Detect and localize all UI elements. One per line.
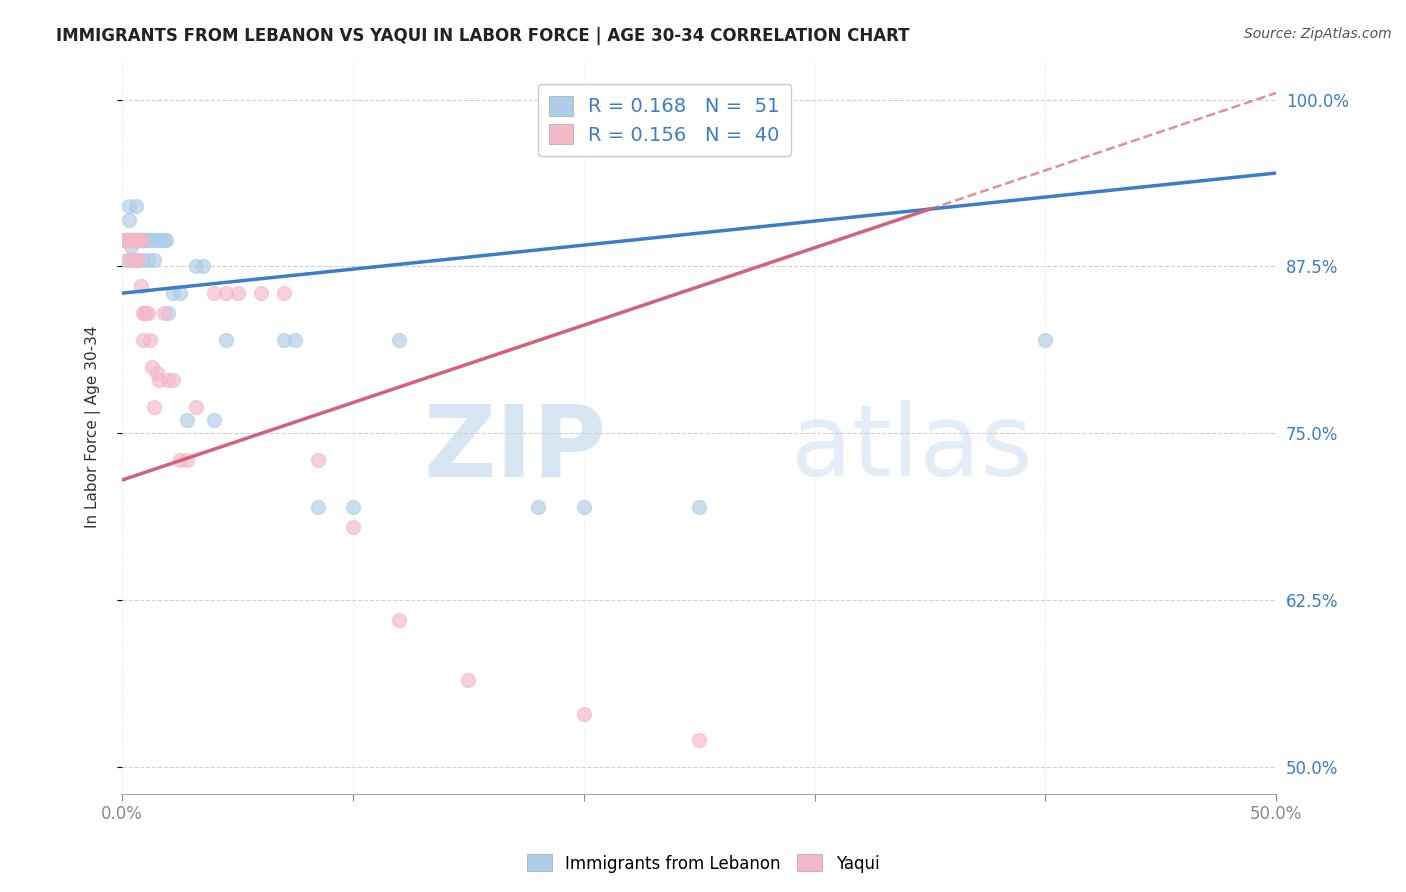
Point xyxy=(157,306,180,320)
Point xyxy=(526,500,548,514)
Point xyxy=(127,252,149,267)
Point xyxy=(388,333,411,347)
Point xyxy=(169,286,191,301)
Point xyxy=(150,233,173,247)
Point xyxy=(118,233,141,247)
Point xyxy=(129,233,152,247)
Point xyxy=(388,613,411,627)
Point xyxy=(155,233,177,247)
Point xyxy=(132,333,155,347)
Point xyxy=(127,233,149,247)
Point xyxy=(162,373,184,387)
Point xyxy=(125,199,148,213)
Point xyxy=(120,233,142,247)
Point xyxy=(284,333,307,347)
Point xyxy=(136,252,159,267)
Point xyxy=(176,453,198,467)
Point xyxy=(572,500,595,514)
Point xyxy=(143,400,166,414)
Point xyxy=(226,286,249,301)
Point xyxy=(184,260,207,274)
Point xyxy=(122,233,145,247)
Point xyxy=(132,233,155,247)
Point xyxy=(122,252,145,267)
Y-axis label: In Labor Force | Age 30-34: In Labor Force | Age 30-34 xyxy=(86,326,101,528)
Point xyxy=(273,286,295,301)
Text: Source: ZipAtlas.com: Source: ZipAtlas.com xyxy=(1244,27,1392,41)
Point xyxy=(191,260,214,274)
Point xyxy=(457,673,479,688)
Point xyxy=(169,453,191,467)
Point xyxy=(204,413,226,427)
Point xyxy=(141,359,163,374)
Point xyxy=(184,400,207,414)
Point xyxy=(134,233,156,247)
Point xyxy=(215,333,238,347)
Text: IMMIGRANTS FROM LEBANON VS YAQUI IN LABOR FORCE | AGE 30-34 CORRELATION CHART: IMMIGRANTS FROM LEBANON VS YAQUI IN LABO… xyxy=(56,27,910,45)
Point xyxy=(148,373,170,387)
Text: atlas: atlas xyxy=(792,401,1033,497)
Point xyxy=(125,252,148,267)
Point xyxy=(127,233,149,247)
Point xyxy=(129,279,152,293)
Point xyxy=(148,233,170,247)
Point xyxy=(572,706,595,721)
Point xyxy=(134,233,156,247)
Point xyxy=(145,366,167,380)
Point xyxy=(273,333,295,347)
Point xyxy=(204,286,226,301)
Point xyxy=(139,233,162,247)
Point xyxy=(125,233,148,247)
Point xyxy=(115,233,138,247)
Point xyxy=(129,233,152,247)
Point xyxy=(134,306,156,320)
Point xyxy=(114,233,136,247)
Point xyxy=(122,233,145,247)
Point xyxy=(162,286,184,301)
Point xyxy=(145,233,167,247)
Point xyxy=(125,233,148,247)
Point xyxy=(122,252,145,267)
Point xyxy=(122,233,145,247)
Point xyxy=(307,453,329,467)
Point xyxy=(342,520,364,534)
Point xyxy=(152,306,174,320)
Point xyxy=(129,233,152,247)
Point xyxy=(139,333,162,347)
Point xyxy=(143,252,166,267)
Point xyxy=(157,373,180,387)
Point xyxy=(120,233,142,247)
Point xyxy=(118,233,141,247)
Point xyxy=(118,212,141,227)
Point xyxy=(688,733,710,747)
Point xyxy=(152,233,174,247)
Point xyxy=(122,233,145,247)
Point xyxy=(115,252,138,267)
Point xyxy=(342,500,364,514)
Point xyxy=(176,413,198,427)
Point xyxy=(132,252,155,267)
Point xyxy=(215,286,238,301)
Point xyxy=(141,233,163,247)
Point xyxy=(125,252,148,267)
Point xyxy=(1033,333,1056,347)
Point xyxy=(115,233,138,247)
Point xyxy=(688,500,710,514)
Point xyxy=(125,233,148,247)
Legend: Immigrants from Lebanon, Yaqui: Immigrants from Lebanon, Yaqui xyxy=(520,847,886,880)
Point xyxy=(118,199,141,213)
Point xyxy=(136,306,159,320)
Point xyxy=(127,233,149,247)
Point xyxy=(118,252,141,267)
Point xyxy=(134,306,156,320)
Point xyxy=(307,500,329,514)
Point xyxy=(132,306,155,320)
Text: ZIP: ZIP xyxy=(425,401,607,497)
Point xyxy=(249,286,271,301)
Point xyxy=(120,239,142,253)
Legend: R = 0.168   N =  51, R = 0.156   N =  40: R = 0.168 N = 51, R = 0.156 N = 40 xyxy=(537,84,792,156)
Point xyxy=(114,233,136,247)
